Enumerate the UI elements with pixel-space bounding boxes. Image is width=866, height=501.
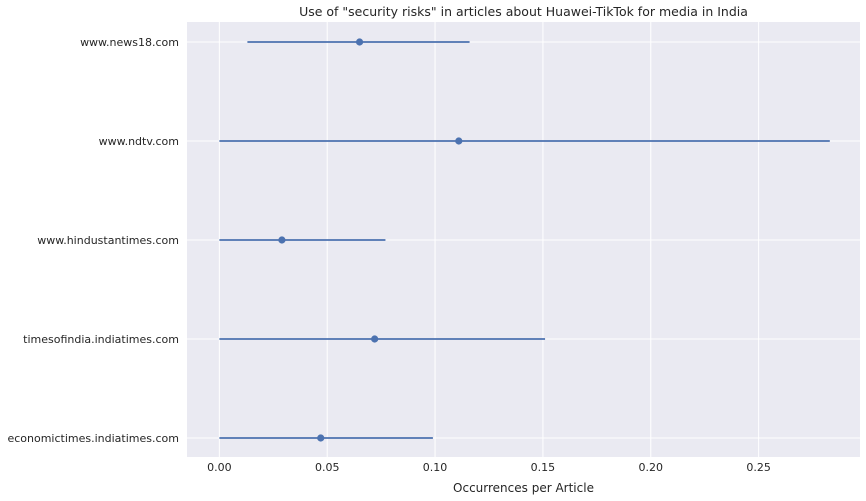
y-tick-label: www.ndtv.com <box>99 135 179 148</box>
y-tick-label: www.news18.com <box>80 36 179 49</box>
y-tick-label: economictimes.indiatimes.com <box>7 432 179 445</box>
data-point <box>455 137 463 145</box>
y-tick-label: timesofindia.indiatimes.com <box>23 333 179 346</box>
x-tick-label: 0.20 <box>639 461 664 474</box>
data-point <box>317 434 325 442</box>
data-point <box>355 38 364 46</box>
x-tick-label: 0.00 <box>207 461 232 474</box>
data-point <box>278 236 286 244</box>
x-tick-label: 0.15 <box>531 461 556 474</box>
x-axis-label: Occurrences per Article <box>453 481 594 495</box>
x-tick-label: 0.05 <box>315 461 340 474</box>
x-tick-label: 0.10 <box>423 461 448 474</box>
data-point <box>371 335 379 343</box>
chart-title: Use of "security risks" in articles abou… <box>299 4 748 19</box>
y-tick-labels: www.news18.com www.ndtv.com www.hindustant… <box>7 36 179 445</box>
y-tick-label: www.hindustantimes.com <box>37 234 179 247</box>
error-bars <box>219 38 830 442</box>
x-tick-label: 0.25 <box>746 461 771 474</box>
x-tick-labels: 0.00 0.05 0.10 0.15 0.20 0.25 <box>207 461 771 474</box>
